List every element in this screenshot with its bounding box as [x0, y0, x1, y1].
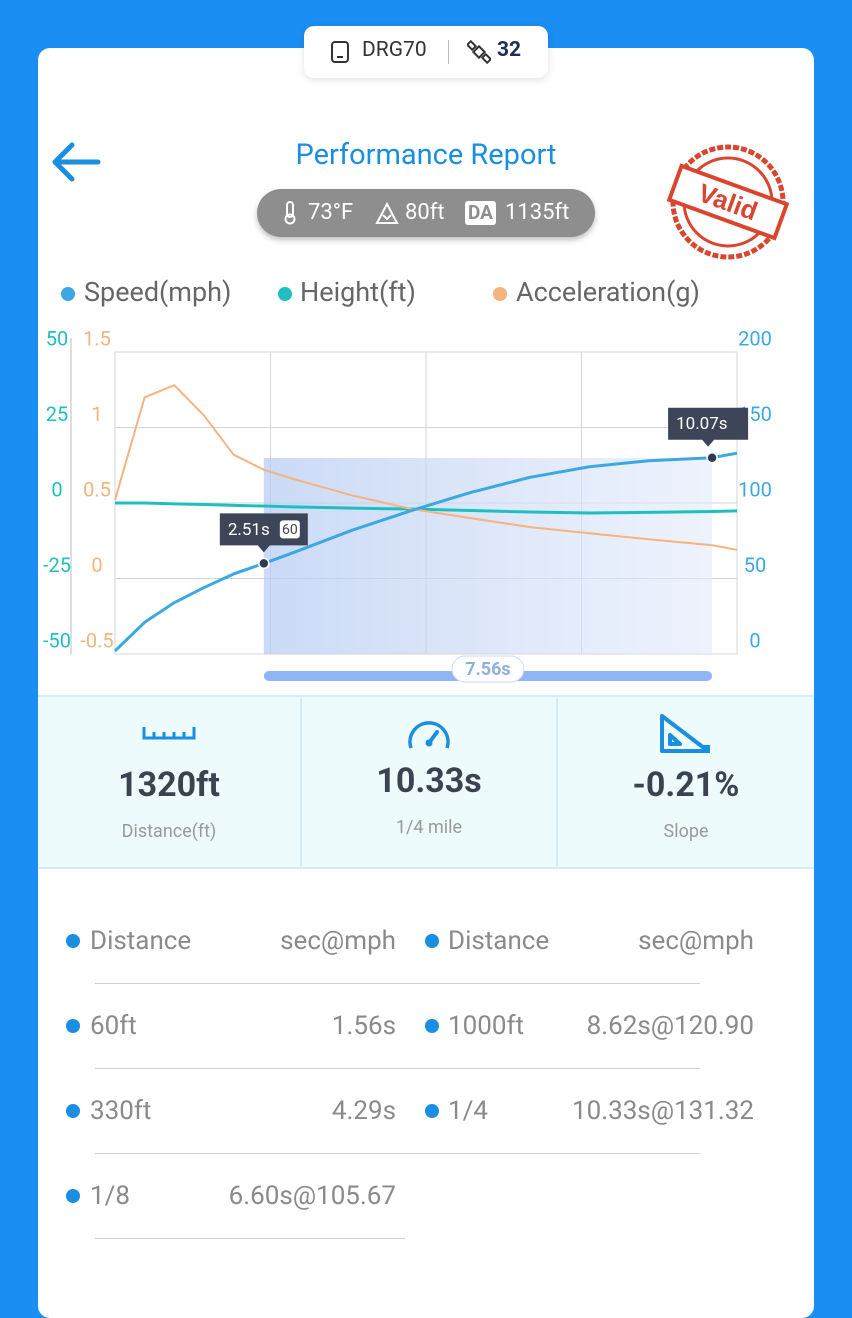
- thermometer-icon: [284, 201, 296, 225]
- y-tick-label: 50: [744, 553, 766, 577]
- tooltip: [668, 407, 749, 447]
- device-icon: [331, 41, 349, 63]
- y-tick-label: 200: [738, 326, 772, 350]
- divider: [448, 40, 449, 64]
- stat-value: 10.33s: [376, 761, 482, 801]
- slope-icon: [660, 714, 710, 753]
- y3-tick-label: 0: [91, 553, 102, 577]
- stat-value: -0.21%: [632, 765, 740, 805]
- da-badge: DA: [465, 201, 496, 225]
- duration-label: 7.56s: [465, 659, 510, 680]
- temperature: 73°F: [308, 200, 354, 225]
- conditions-pill: 73°F 80ft DA 1135ft: [257, 189, 595, 237]
- divider: [556, 697, 558, 867]
- back-button[interactable]: [50, 140, 102, 184]
- y3-tick-label: 1.5: [83, 326, 111, 350]
- y2-tick-label: 0: [51, 477, 62, 501]
- series-line: [113, 451, 738, 653]
- y3-tick-label: 1: [91, 402, 102, 426]
- stat-label: Distance(ft): [121, 821, 217, 842]
- page-title: Performance Report: [295, 138, 557, 172]
- legend-label: Acceleration(g): [516, 276, 700, 308]
- series-line: [115, 501, 738, 515]
- legend-dot: [278, 287, 292, 301]
- y-tick-label: 100: [738, 477, 772, 501]
- altitude-icon: [375, 201, 399, 224]
- gauge-icon: [408, 721, 450, 749]
- altitude: 80ft: [405, 200, 445, 225]
- duration-pill: [451, 655, 525, 683]
- y3-tick-label: -0.5: [80, 628, 113, 652]
- tooltip-label: 10.07s: [676, 414, 727, 434]
- stat-value: 1320ft: [118, 765, 220, 805]
- tooltip-label: 2.51s: [228, 520, 270, 540]
- divider: [300, 697, 302, 867]
- stat-label: Slope: [663, 821, 709, 842]
- legend-dot: [61, 287, 75, 301]
- stat-time: 10.33s 1/4 mile: [302, 697, 556, 867]
- satellite-icon: [467, 40, 491, 64]
- stat-distance: 1320ft Distance(ft): [38, 697, 300, 867]
- tooltip-badge: [279, 520, 300, 539]
- series-line: [114, 384, 738, 551]
- device-name: DRG70: [362, 38, 427, 62]
- y2-tick-label: 50: [46, 326, 68, 350]
- stats-panel: 1320ft Distance(ft) 10.33s 1/4 mile -0.2…: [38, 695, 814, 869]
- y3-tick-label: 0.5: [83, 477, 111, 501]
- legend-dot: [493, 287, 507, 301]
- ruler-icon: [142, 727, 196, 740]
- y2-tick-label: -25: [43, 553, 71, 577]
- legend-label: Height(ft): [300, 276, 416, 308]
- satellite-count: 32: [497, 38, 522, 62]
- density-altitude: 1135ft: [505, 200, 570, 225]
- tooltip-badge-text: 60: [282, 522, 298, 538]
- chart: 050100150200-50-2502550-0.500.511.57.56s…: [43, 276, 772, 683]
- valid-stamp: Valid: [666, 144, 790, 260]
- y-tick-label: 0: [749, 628, 760, 652]
- y2-tick-label: 25: [46, 402, 68, 426]
- y2-tick-label: -50: [43, 628, 71, 652]
- legend-label: Speed(mph): [84, 276, 231, 308]
- device-pill[interactable]: DRG70 32: [304, 26, 548, 78]
- stat-slope: -0.21% Slope: [558, 697, 814, 867]
- marker-point: [706, 451, 718, 464]
- stat-label: 1/4 mile: [395, 817, 463, 838]
- marker-point: [258, 557, 270, 570]
